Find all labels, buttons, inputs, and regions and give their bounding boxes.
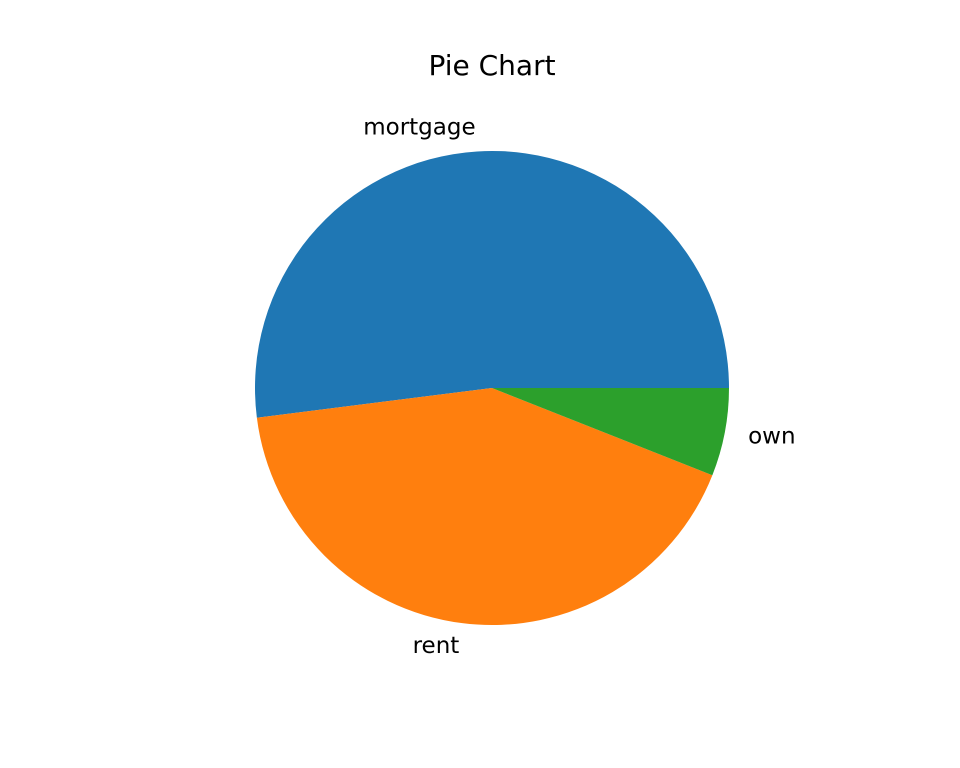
pie-label-mortgage: mortgage — [363, 114, 475, 140]
pie-label-rent: rent — [413, 633, 460, 659]
chart-title: Pie Chart — [428, 49, 555, 82]
pie-slices — [255, 151, 729, 626]
pie-labels: mortgage rent own — [363, 114, 795, 659]
pie-slice-own — [492, 388, 729, 476]
pie-slice-mortgage — [255, 151, 729, 418]
pie-slice-rent — [256, 388, 713, 626]
pie-label-own: own — [748, 423, 795, 449]
